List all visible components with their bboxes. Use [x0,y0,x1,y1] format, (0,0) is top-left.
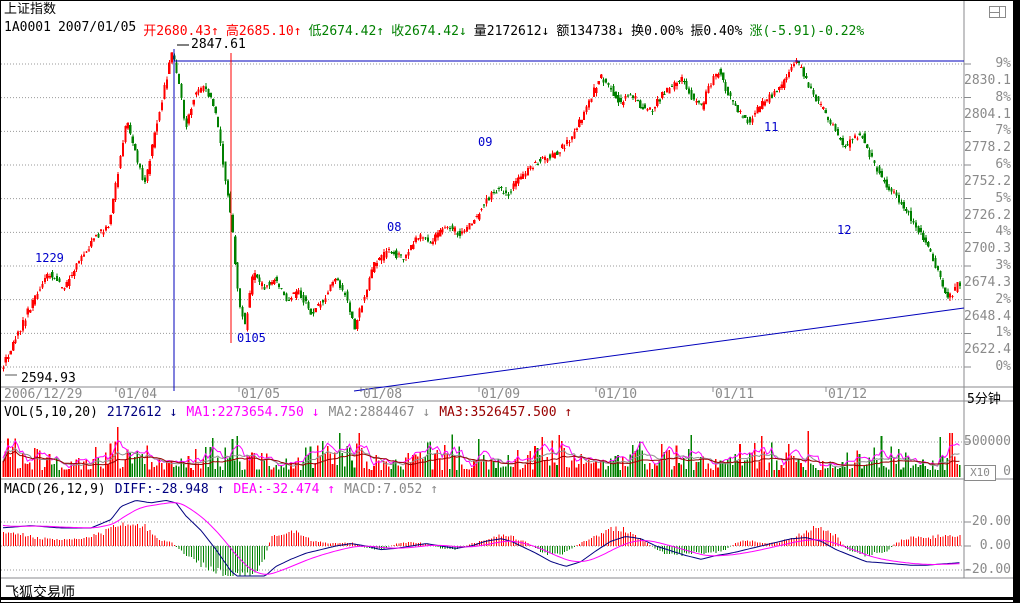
instrument-title: 上证指数 [4,2,57,17]
split-window-icon[interactable] [989,4,1007,18]
volume-panel-header: VOL(5,10,20) 2172612 ↓ MA1:2273654.750 ↓… [4,405,572,420]
pct-axis-label: 1% [995,325,1011,341]
pct-axis-label: 7% [995,123,1011,139]
pct-axis-label: 9% [995,56,1011,71]
vol-ma1-value: MA1:2273654.750 ↓ [186,405,320,420]
low-price-annotation: 2594.93 [21,371,76,386]
wave-date-label: 09 [478,135,493,149]
wave-date-label: 0105 [237,331,266,345]
pct-axis-label: 0% [995,359,1011,374]
macd-axis-label: 0.00 [979,538,1011,553]
vol-current-value: 2172612 ↓ [106,405,178,420]
quote-line: 1A0001 2007/01/05 开2680.43↑ 高2685.10↑ 低267… [4,20,864,39]
price-axis-label: 2752.2 [964,173,1011,189]
date-axis-label: 01/12 [828,387,868,402]
pct-axis-label: 6% [995,157,1011,172]
wave-date-label: 11 [764,120,779,134]
price-axis-label: 2726.2 [964,207,1011,223]
quote-date: 2007/01/05 [57,20,137,35]
high-price-annotation: 2847.61 [191,37,246,52]
date-axis-label: 2006/12/29 [4,387,83,402]
vol-ma2-value: MA2:2884467 ↓ [328,405,431,420]
pct-axis-label: 3% [995,258,1011,273]
wave-date-label: 12 [837,223,852,237]
price-axis-label: 2700.3 [964,241,1011,257]
pct-axis-label: 8% [995,89,1011,105]
pct-axis-label: 2% [995,291,1011,307]
price-axis-label: 2830.1 [964,72,1011,88]
price-axis-label: 2674.3 [964,274,1011,290]
instrument-code: 1A0001 [4,20,51,35]
quote-field: 低2674.42↑ [308,24,385,39]
date-axis-label: 01/04 [118,387,158,402]
date-axis-label: 01/09 [481,387,521,402]
price-axis-label: 2778.2 [964,140,1011,156]
window-right-border [1013,1,1019,602]
period-selector[interactable]: 5分钟 [967,392,1001,407]
macd-axis-label: 20.00 [971,514,1011,529]
pct-axis-label: 4% [995,224,1011,240]
price-axis-label: 2648.4 [964,308,1011,324]
macd-indicator-name: MACD(26,12,9) [4,482,106,497]
volume-multiplier-badge: X10 [964,465,996,481]
vol-indicator-name: VOL(5,10,20) [4,405,98,420]
vol-axis-label: 500000 [964,434,1011,449]
date-axis-label: 01/10 [598,387,638,402]
date-axis-label: 01/11 [715,387,755,402]
quote-field: 额134738↓ [556,24,625,39]
quote-field: 换0.00% [631,24,684,39]
wave-date-label: 1229 [35,251,64,265]
quote-field: 高2685.10↑ [225,24,302,39]
date-axis-label: 01/08 [363,387,403,402]
quote-fields: 开2680.43↑ 高2685.10↑ 低2674.42↑ 收2674.42↓ 量217… [143,20,864,39]
date-axis-label: 01/05 [241,387,281,402]
pct-axis-label: 5% [995,190,1011,206]
macd-panel-header: MACD(26,12,9) DIFF:-28.948 ↑ DEA:-32.474… [4,482,438,497]
vol-axis-label: 0 [1003,464,1011,479]
vol-ma3-value: MA3:3526457.500 ↑ [439,405,573,420]
macd-axis-label: -20.00 [964,562,1011,577]
quote-field: 量2172612↓ [473,24,550,39]
quote-field: 振0.40% [690,24,743,39]
macd-dea-value: DEA:-32.474 ↑ [233,482,336,497]
price-axis-label: 2622.4 [964,342,1011,358]
macd-diff-value: DIFF:-28.948 ↑ [114,482,225,497]
wave-date-label: 08 [387,220,402,234]
price-axis-label: 2804.1 [964,106,1011,122]
macd-value: MACD:7.052 ↑ [344,482,439,497]
quote-field: 开2680.43↑ [143,24,219,39]
quote-field: 涨(-5.91)-0.22% [749,24,865,39]
quote-field: 收2674.42↓ [391,24,467,39]
window-bottom-border [1,597,1019,600]
